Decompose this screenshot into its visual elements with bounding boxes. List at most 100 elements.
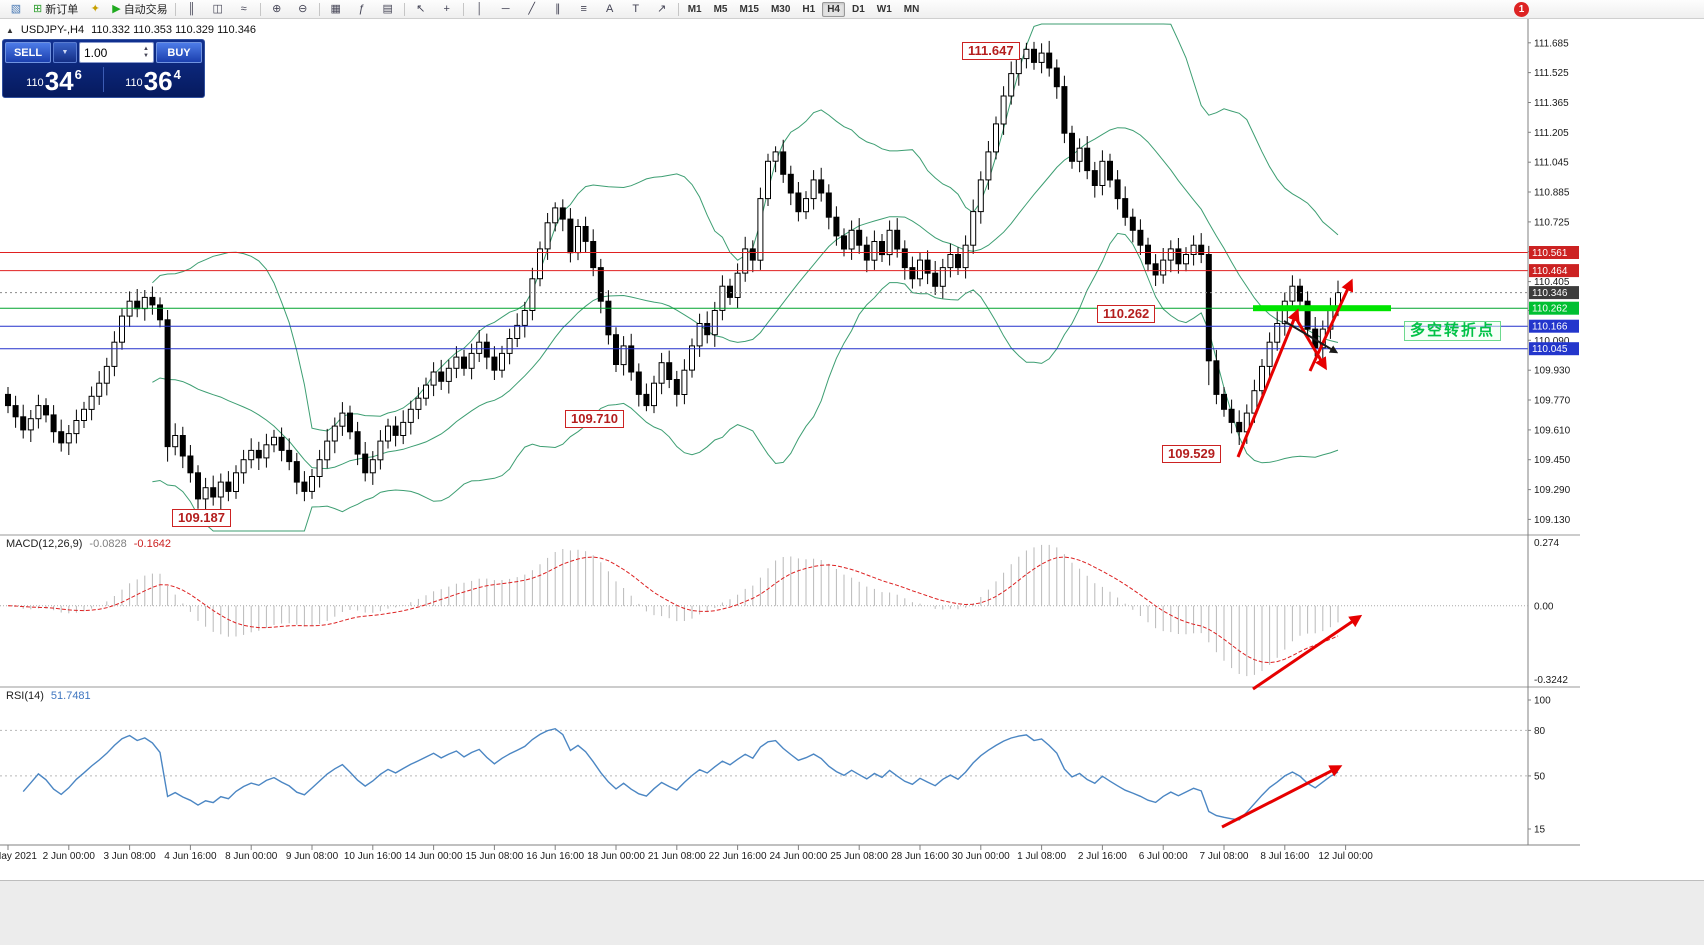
macd-label: MACD(12,26,9) -0.0828 -0.1642 [4,538,174,550]
notification-badge[interactable]: 1 [1514,1,1529,17]
new-chart-icon: ▧ [10,2,22,15]
svg-text:109.770: 109.770 [1534,396,1571,407]
svg-text:3 Jun 08:00: 3 Jun 08:00 [103,851,156,862]
chart-overlays: ▲ USDJPY-,H4 110.332 110.353 110.329 110… [0,18,1704,880]
timeframe-h1[interactable]: H1 [802,3,816,15]
toolbar-horizontal-line-button[interactable]: ─ [493,0,519,18]
timeframe-m1[interactable]: M1 [687,3,702,15]
svg-text:109.610: 109.610 [1534,425,1571,436]
volume-stepper[interactable]: ▲ ▼ [143,46,149,59]
ohlc-values: 110.332 110.353 110.329 110.346 [91,24,257,36]
sell-price-big: 34 [44,65,74,96]
svg-text:110.885: 110.885 [1534,188,1570,199]
chevron-down-icon: ▼ [61,49,69,56]
price-annotation[interactable]: 110.262 [1097,305,1156,323]
timeframe-w1[interactable]: W1 [876,3,892,15]
vertical-line-icon: │ [476,2,484,15]
toolbar-button-label: 自动交易 [123,4,168,16]
buy-price[interactable]: 110 36 4 [104,67,202,94]
price-annotation[interactable]: 109.187 [172,509,231,527]
sell-price-sup: 6 [74,67,82,82]
chart-window[interactable]: 111.685 111.525 111.365 111.205 111.045 110.8… [0,18,1704,880]
toolbar-zoom-out-button[interactable]: ⊖ [290,0,316,18]
arrow-objects-icon: ↗ [657,2,667,15]
rsi-value: 51.7481 [50,690,91,702]
toolbar-text-button[interactable]: A [597,0,623,18]
toolbar-objects-list-button[interactable]: ▤ [375,0,401,18]
trendline-icon: ╱ [528,2,535,15]
spin-down-icon[interactable]: ▼ [143,52,149,59]
toolbar-arrow-objects-button[interactable]: ↗ [649,0,675,18]
svg-text:6 Jul 00:00: 6 Jul 00:00 [1139,851,1188,862]
toolbar-bar-chart-button[interactable]: ║ [179,0,205,18]
line-chart-icon: ≈ [240,2,247,15]
toolbar-channel-button[interactable]: ∥ [545,0,571,18]
price-divider [103,67,104,92]
svg-text:110.045: 110.045 [1532,344,1568,355]
toolbar-vertical-line-button[interactable]: │ [467,0,493,18]
svg-text:111.685: 111.685 [1534,38,1569,49]
volume-value: 1.00 [84,45,108,60]
svg-text:110.464: 110.464 [1532,266,1568,277]
toolbar-new-chart-button[interactable]: ▧ [3,0,29,18]
svg-text:-0.3242: -0.3242 [1534,675,1568,686]
svg-text:22 Jun 16:00: 22 Jun 16:00 [709,851,767,862]
toolbar-zoom-in-button[interactable]: ⊕ [264,0,290,18]
toolbar-auto-trading-button[interactable]: ▶ 自动交易 [108,0,171,18]
chart-profiles-icon: ✦ [90,2,100,15]
svg-text:111.525: 111.525 [1534,68,1569,79]
turning-point-label[interactable]: 多空转折点 [1404,321,1502,341]
toolbar-fibonacci-button[interactable]: ≡ [571,0,597,18]
svg-text:100: 100 [1534,696,1551,707]
macd-name: MACD(12,26,9) [6,538,83,550]
timeframe-m5[interactable]: M5 [713,3,728,15]
timeframe-m30[interactable]: M30 [770,3,791,15]
order-type-dropdown[interactable]: ▼ [53,42,77,63]
svg-text:109.290: 109.290 [1534,485,1571,496]
text-icon: A [606,2,614,15]
price-annotation[interactable]: 111.647 [962,42,1020,60]
timeframe-mn[interactable]: MN [903,3,920,15]
svg-text:15: 15 [1534,825,1546,836]
svg-text:4 Jun 16:00: 4 Jun 16:00 [164,851,217,862]
macd-main-value: -0.0828 [89,538,127,550]
volume-input[interactable]: 1.00 ▲ ▼ [79,42,154,63]
toolbar-tile-windows-button[interactable]: ▦ [323,0,349,18]
toolbar-trendline-button[interactable]: ╱ [519,0,545,18]
svg-text:109.450: 109.450 [1534,455,1571,466]
svg-text:50: 50 [1534,771,1546,782]
timeframe-d1[interactable]: D1 [852,3,865,15]
svg-text:109.930: 109.930 [1534,366,1571,377]
toolbar-text-label-button[interactable]: T [623,0,649,18]
timeframe-h4[interactable]: H4 [822,1,845,17]
toolbar-indicators-button[interactable]: ƒ [349,0,375,18]
toolbar-line-chart-button[interactable]: ≈ [231,0,257,18]
terminal-area [0,880,1704,945]
rsi-name: RSI(14) [6,690,44,702]
toolbar-chart-profiles-button[interactable]: ✦ [82,0,108,18]
svg-text:110.262: 110.262 [1532,304,1568,315]
objects-list-icon: ▤ [382,2,393,15]
sell-price[interactable]: 110 34 6 [5,65,103,96]
toolbar-candle-chart-button[interactable]: ◫ [205,0,231,18]
rsi-label: RSI(14) 51.7481 [4,690,93,702]
toolbar-new-order-button[interactable]: ⊞ 新订单 [29,0,82,18]
buy-button[interactable]: BUY [156,42,202,63]
toolbar-separator [677,2,679,16]
svg-text:28 Jun 16:00: 28 Jun 16:00 [891,851,949,862]
chart-canvas[interactable]: 111.685 111.525 111.365 111.205 111.045 110.8… [0,18,1704,868]
toolbar-button-label: 新订单 [45,4,79,16]
price-annotation[interactable]: 109.710 [565,410,624,428]
toolbar-cursor-button[interactable]: ↖ [408,0,434,18]
timeframe-m15[interactable]: M15 [739,3,759,15]
spin-up-icon[interactable]: ▲ [143,45,149,52]
svg-text:31 May 2021: 31 May 2021 [0,851,37,862]
macd-signal-value: -0.1642 [133,538,172,550]
one-click-trading-panel: SELL ▼ 1.00 ▲ ▼ BUY 110 34 6 110 36 4 [2,39,205,98]
channel-icon: ∥ [554,2,561,15]
svg-text:110.405: 110.405 [1534,277,1570,288]
toolbar-crosshair-button[interactable]: + [434,0,460,18]
sell-button[interactable]: SELL [5,42,51,63]
buy-price-sup: 4 [173,67,181,82]
price-annotation[interactable]: 109.529 [1162,445,1221,463]
